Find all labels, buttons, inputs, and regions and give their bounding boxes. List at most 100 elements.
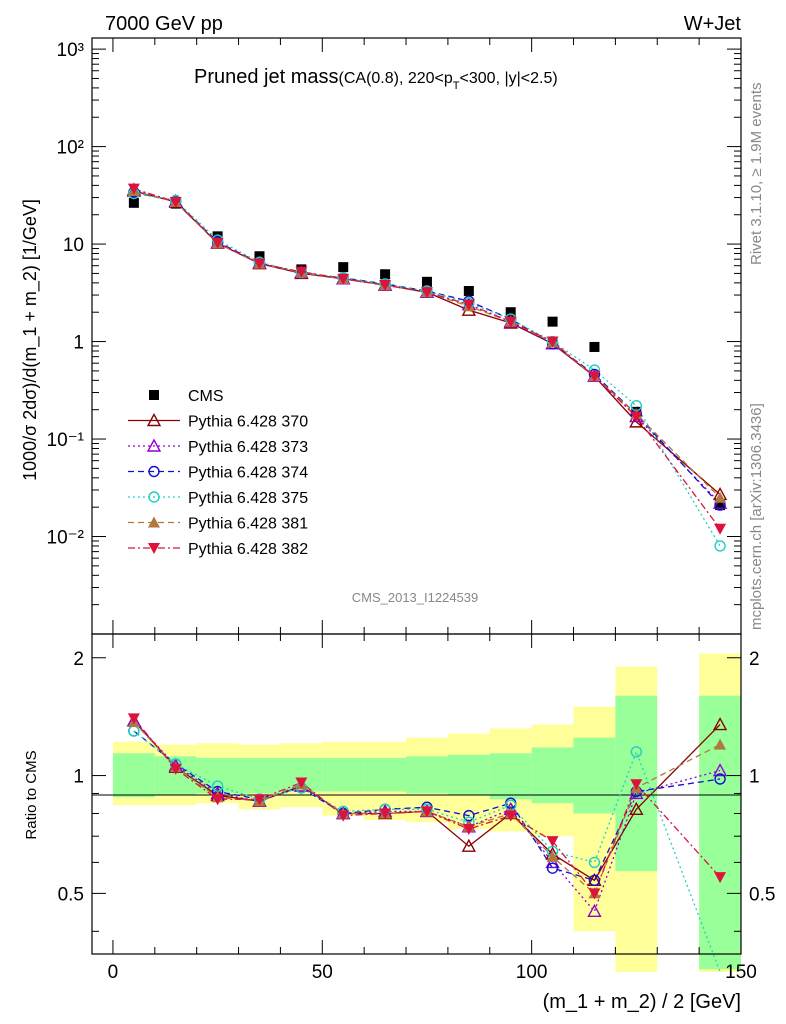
series-6-point	[295, 266, 308, 278]
ratio-series-5-point	[462, 824, 475, 836]
series-0-point	[421, 276, 432, 287]
series-6-point	[337, 273, 350, 285]
series-6-point	[127, 183, 140, 195]
ratio-y-tick-label-right: 2	[749, 649, 760, 670]
ratio-plot-panel: 0.5 1 2 0.5 1 2 0 50 100 150 Ratio to CMS (m_1 +…	[23, 633, 776, 1013]
main-y-tick-labels: 10⁻² 10⁻¹ 1 10 10² 10³	[47, 40, 85, 548]
series-6-point	[504, 316, 517, 328]
ratio-series-4-point	[714, 738, 727, 750]
series-0-point	[338, 262, 349, 273]
plot-title: Pruned jet mass(CA(0.8), 220<pT<300, |y|…	[194, 66, 558, 92]
x-axis-title: (m_1 + m_2) / 2 [GeV]	[543, 991, 741, 1013]
band-inner	[531, 747, 574, 804]
ratio-series-5-point	[295, 777, 308, 789]
ratio-series-5-point	[379, 808, 392, 820]
series-0-point	[547, 316, 558, 327]
band-inner	[406, 756, 448, 794]
legend-item-6-label: Pythia 6.428 382	[188, 541, 308, 558]
series-4-line	[133, 192, 721, 547]
ratio-uncertainty-bands	[112, 653, 741, 972]
ratio-series-1-point	[629, 786, 644, 800]
y-axis-title: 1000/σ 2dσ)/d(m_1 + m_2) [1/GeV]	[20, 199, 41, 481]
series-6-point	[546, 336, 559, 348]
ratio-y-tick-label-left: 0.5	[58, 884, 84, 905]
ratio-series-2-point	[588, 874, 601, 886]
x-tick-label: 0	[108, 962, 119, 983]
ratio-y-tick-label-right: 0.5	[749, 884, 775, 905]
ratio-series-1-point	[587, 903, 602, 917]
ratio-axis-ticks	[92, 634, 742, 954]
ratio-series-5-point	[546, 836, 559, 848]
legend-item-5-label: Pythia 6.428 381	[188, 516, 308, 533]
main-y-tick-label: 10	[63, 235, 84, 256]
series-6-point	[420, 287, 433, 299]
series-0-point	[128, 197, 139, 208]
ratio-series-5-point	[630, 779, 643, 791]
series-6-point	[253, 258, 266, 270]
series-6-point	[714, 523, 727, 535]
ratio-series-5-point	[253, 794, 266, 806]
ratio-series-5-point	[127, 713, 140, 725]
ratio-y-tick-label-left: 2	[73, 649, 84, 670]
main-y-tick-label: 10⁻¹	[47, 430, 85, 451]
series-0-point	[463, 286, 474, 297]
legend-item-2-label: Pythia 6.428 373	[188, 439, 308, 456]
main-axis-ticks	[92, 38, 742, 635]
ratio-series-5-line	[133, 717, 721, 895]
ratio-y-axis-title: Ratio to CMS	[23, 750, 40, 839]
main-y-tick-label: 10⁻²	[47, 528, 85, 549]
ratio-series-2-point	[463, 809, 475, 822]
ratio-series-5-point	[211, 794, 224, 806]
main-series-lines	[133, 188, 721, 547]
legend-item-0-marker	[149, 390, 159, 400]
process-label: W+Jet	[684, 13, 742, 35]
band-inner	[112, 753, 155, 798]
band-inner	[699, 695, 741, 970]
series-4-point	[714, 540, 726, 552]
plot-title-sub-idx: T	[453, 80, 460, 92]
band-inner	[238, 757, 281, 794]
band-inner	[489, 753, 532, 800]
ratio-y-tick-label-left: 1	[73, 767, 84, 788]
legend-item-2-marker	[146, 438, 162, 452]
x-tick-label: 150	[725, 962, 757, 983]
ratio-series-2-line	[133, 730, 721, 882]
band-inner	[322, 757, 365, 792]
x-tick-label: 100	[516, 962, 548, 983]
x-tick-labels: 0 50 100 150	[108, 962, 757, 983]
series-0-point	[589, 341, 600, 352]
ratio-series-5-point	[420, 806, 433, 818]
series-6-point	[379, 280, 392, 292]
ratio-series-0-point	[629, 801, 644, 815]
ratio-series-1-line	[133, 720, 721, 913]
ratio-series-2-point	[714, 773, 726, 785]
ratio-series-1-point	[712, 763, 728, 777]
main-y-tick-label: 1	[73, 333, 84, 354]
series-6-point	[211, 237, 224, 249]
ratio-series-2-point	[546, 862, 559, 874]
legend-item-5-marker	[148, 516, 160, 528]
ratio-series-5-point	[337, 810, 350, 822]
band-inner	[364, 757, 407, 792]
ratio-y-tick-label-right: 1	[749, 767, 760, 788]
main-y-tick-label: 10²	[57, 138, 84, 159]
ratio-series-0-point	[461, 838, 477, 852]
rivet-label: Rivet 3.1.10, ≥ 1.9M events	[748, 83, 765, 266]
series-6-point	[630, 411, 643, 423]
legend-item-4-marker	[148, 491, 160, 503]
ratio-y-tick-labels: 0.5 1 2 0.5 1 2	[58, 649, 776, 906]
legend-item-6-marker	[148, 543, 160, 554]
main-series-markers	[126, 182, 728, 552]
analysis-id: CMS_2013_I1224539	[352, 590, 479, 605]
band-inner	[447, 754, 490, 796]
series-0-point	[380, 269, 391, 280]
legend-item-0-label: CMS	[188, 388, 224, 405]
series-6-point	[169, 197, 182, 209]
plot-title-sub-post: <300, |y|<2.5)	[460, 70, 558, 87]
mcplots-label: mcplots.cern.ch [arXiv:1306.3436]	[748, 403, 765, 630]
legend-item-4-label: Pythia 6.428 375	[188, 490, 308, 507]
ratio-series-3-point	[630, 746, 643, 758]
series-6-line	[133, 188, 721, 530]
main-plot-panel: 10⁻² 10⁻¹ 1 10 10² 10³ Pruned jet mass(CA(0.8…	[20, 37, 742, 635]
legend: CMS Pythia 6.428 370 Pythia 6.428 373 Pythi…	[128, 388, 308, 558]
